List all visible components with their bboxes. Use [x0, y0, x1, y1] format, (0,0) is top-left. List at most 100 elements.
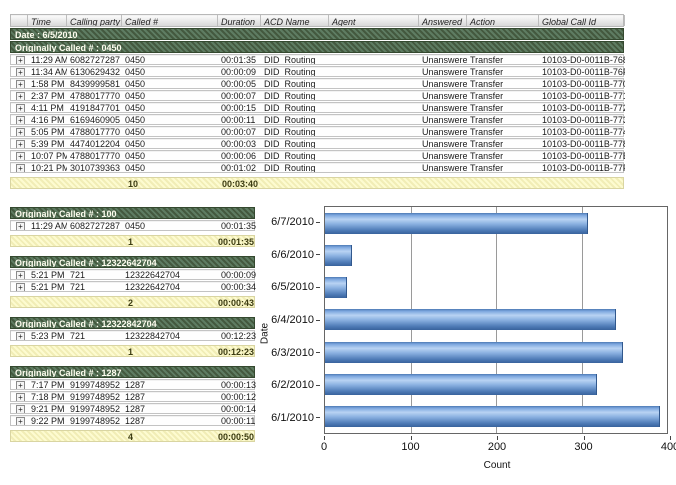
cell-action: Transfer [470, 67, 504, 77]
cell-time: 9:21 PM [31, 404, 65, 414]
expand-button[interactable]: + [16, 92, 25, 100]
column-header-agent[interactable]: Agent [329, 15, 419, 26]
cell-called: 0450 [125, 221, 146, 231]
group-summary-row: 2 00:00:43 [10, 296, 255, 308]
call-row: +5:05 PM 4788017770 0450 00:00:07 DID_Routin… [10, 126, 625, 137]
cell-time: 5:05 PM [31, 127, 65, 137]
cell-answered: Unanswered [422, 127, 467, 137]
expander-cell: + [11, 139, 28, 148]
expander-cell: + [11, 270, 28, 279]
call-row: +4:11 PM 4191847701 0450 00:00:15 DID_Routin… [10, 102, 625, 113]
column-header-duration[interactable]: Duration [218, 15, 261, 26]
y-tick-label: 6/5/2010 [271, 281, 314, 294]
expand-button[interactable]: + [16, 332, 25, 340]
column-header-time[interactable]: Time [28, 15, 67, 26]
cell-duration: 00:01:02 [221, 163, 257, 173]
expand-button[interactable]: + [16, 80, 25, 88]
x-tick-label: 400 [660, 441, 676, 453]
cell-agent [329, 103, 419, 112]
expand-button[interactable]: + [16, 140, 25, 148]
expander-cell: + [11, 151, 28, 160]
y-tick: 6/7/2010 [258, 206, 320, 239]
expand-button[interactable]: + [16, 128, 25, 136]
cell-time: 5:21 PM [31, 270, 65, 280]
expand-button[interactable]: + [16, 104, 25, 112]
calls-per-date-chart: Date 6/7/2010 6/6/2010 6/5/2010 6/4/2010 6/3… [258, 200, 676, 485]
cell-called: 0450 [125, 127, 146, 137]
originally-called-band: Originally Called # : 100 [10, 207, 255, 219]
cell-time: 11:29 AM [31, 221, 67, 231]
call-row: +10:21 PM 3010739363 0450 00:01:02 DID_Routi… [10, 162, 625, 173]
y-tick-label: 6/4/2010 [271, 314, 314, 327]
expand-button[interactable]: + [16, 68, 25, 76]
call-row: +11:34 AM 6130629432 0450 00:00:09 DID_Routi… [10, 66, 625, 77]
cell-calling: 721 [70, 282, 86, 292]
expand-button[interactable]: + [16, 393, 25, 401]
expand-button[interactable]: + [16, 116, 25, 124]
column-header-calling[interactable]: Calling party # [67, 15, 122, 26]
cell-time: 5:39 PM [31, 139, 65, 149]
cell-calling: 4474012204 [70, 139, 121, 149]
summary-count: 1 [128, 347, 134, 357]
column-header-gcid[interactable]: Global Call Id [539, 15, 625, 26]
y-tick: 6/2/2010 [258, 369, 320, 402]
summary-duration: 00:12:23 [218, 347, 255, 357]
expand-button[interactable]: + [16, 405, 25, 413]
cell-action: Transfer [470, 163, 504, 173]
bar-slot [325, 272, 667, 304]
cell-gcid: 10103-D0-0011B-774 [542, 127, 625, 137]
expand-button[interactable]: + [16, 222, 25, 230]
expand-button[interactable]: + [16, 381, 25, 389]
cell-gcid: 10103-D0-0011B-770 [542, 79, 625, 89]
cell-answered: Unanswered [422, 55, 467, 65]
cell-time: 9:22 PM [31, 416, 65, 426]
cell-called: 0450 [125, 103, 146, 113]
column-header-expander[interactable] [11, 15, 28, 26]
call-row: +9:21 PM 9199748952 1287 00:00:14 [10, 403, 256, 414]
bar [325, 341, 623, 363]
cell-gcid: 10103-D0-0011B-768 [542, 55, 625, 65]
summary-duration: 00:00:50 [218, 432, 255, 442]
cell-acd: DID_Routing [264, 115, 316, 125]
cell-answered: Unanswered [422, 67, 467, 77]
expand-button[interactable]: + [16, 283, 25, 291]
expander-cell: + [11, 331, 28, 340]
cell-acd: DID_Routing [264, 163, 316, 173]
call-row: +5:23 PM 721 12322842704 00:12:23 [10, 330, 256, 341]
column-header-answered[interactable]: Answered [419, 15, 467, 26]
cell-answered: Unanswered [422, 91, 467, 101]
cell-gcid: 10103-D0-0011B-778 [542, 139, 625, 149]
cell-duration: 00:01:35 [221, 221, 256, 231]
column-header-called[interactable]: Called # [122, 15, 218, 26]
cell-called: 12322642704 [125, 282, 181, 292]
expander-cell: + [11, 67, 28, 76]
expander-cell: + [11, 221, 28, 230]
expand-button[interactable]: + [16, 56, 25, 64]
cell-time: 10:21 PM [31, 163, 67, 173]
cell-action: Transfer [470, 79, 504, 89]
cell-calling: 721 [70, 331, 86, 341]
cell-duration: 00:00:11 [221, 115, 256, 125]
call-row: +7:17 PM 9199748952 1287 00:00:13 [10, 379, 256, 390]
expand-button[interactable]: + [16, 271, 25, 279]
bar [325, 309, 616, 331]
expand-button[interactable]: + [16, 164, 25, 172]
cell-action: Transfer [470, 151, 504, 161]
cell-time: 1:58 PM [31, 79, 65, 89]
call-row: +9:22 PM 9199748952 1287 00:00:11 [10, 415, 255, 426]
cell-acd: DID_Routing [264, 55, 316, 65]
cell-calling: 4788017770 [70, 91, 121, 101]
bar [325, 244, 353, 266]
expand-button[interactable]: + [16, 417, 25, 425]
call-row: +5:21 PM 721 12322642704 00:00:34 [10, 281, 256, 292]
originally-called-band: Originally Called # : 12322842704 [10, 317, 255, 329]
x-tick-mark [583, 436, 585, 440]
expand-button[interactable]: + [16, 152, 25, 160]
originally-called-band: Originally Called # : 12322642704 [10, 256, 255, 268]
column-header-acd[interactable]: ACD Name [261, 15, 329, 26]
date-group-band: Date : 6/5/2010 [10, 28, 624, 40]
column-header-action[interactable]: Action [467, 15, 539, 26]
cell-duration: 00:00:03 [221, 139, 257, 149]
cell-duration: 00:00:11 [221, 416, 256, 426]
y-tick-label: 6/1/2010 [271, 411, 314, 424]
